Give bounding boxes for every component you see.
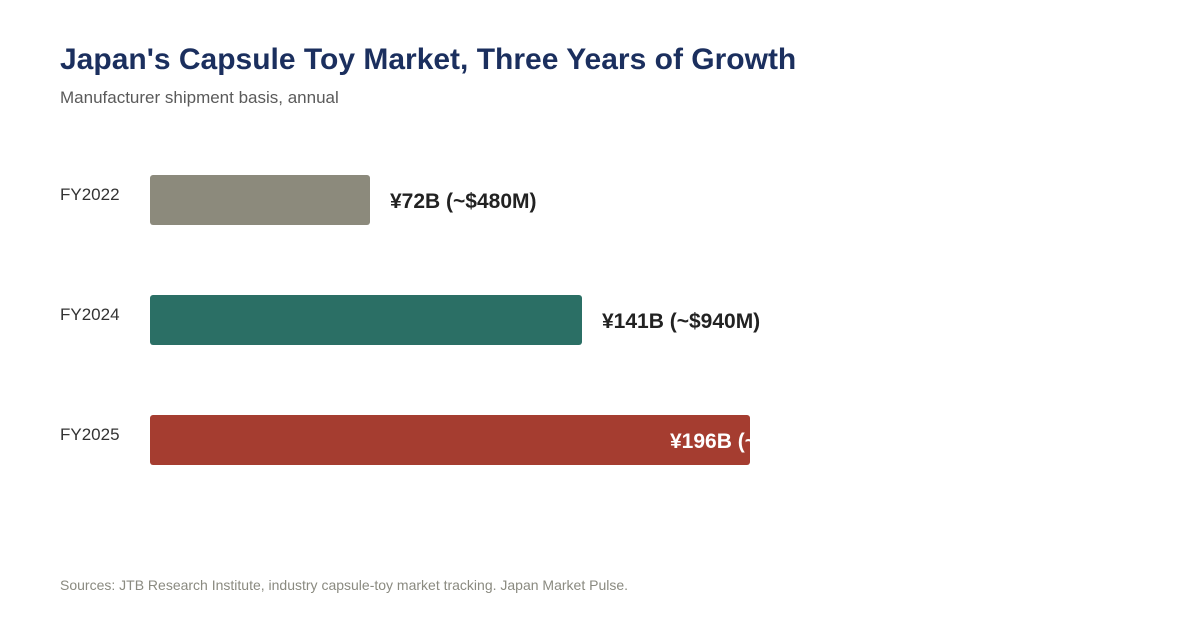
bar-fy2024 bbox=[150, 295, 582, 345]
data-label: ¥141B (~$940M) bbox=[602, 310, 760, 333]
chart-title: Japan's Capsule Toy Market, Three Years … bbox=[60, 43, 797, 76]
category-label: FY2025 bbox=[60, 425, 120, 444]
bar-fy2022 bbox=[150, 175, 370, 225]
category-label: FY2024 bbox=[60, 305, 120, 324]
category-label: FY2022 bbox=[60, 185, 120, 204]
bar-fy2025 bbox=[150, 415, 750, 465]
chart-subtitle: Manufacturer shipment basis, annual bbox=[60, 88, 339, 107]
source-note: Sources: JTB Research Institute, industr… bbox=[60, 577, 629, 593]
bar-chart: FY2022 ¥72B (~$480M) FY2024 ¥141B (~$940M) F… bbox=[60, 175, 820, 465]
data-label: ¥72B (~$480M) bbox=[390, 190, 537, 213]
data-label: ¥196B (~$1.3B) bbox=[670, 430, 820, 453]
